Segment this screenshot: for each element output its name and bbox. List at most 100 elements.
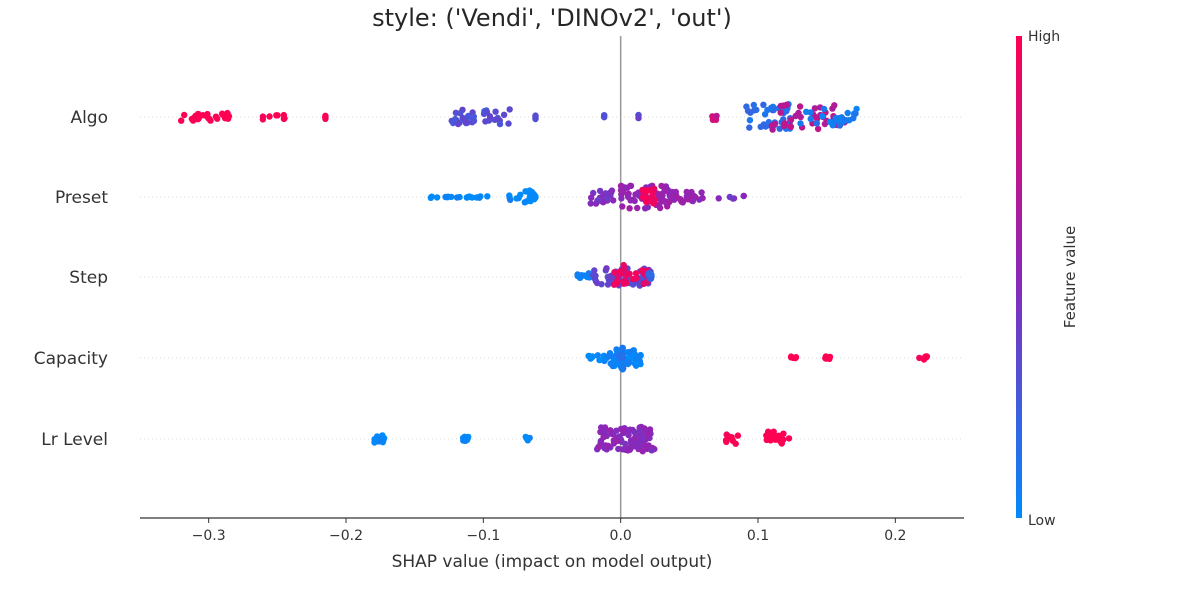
shap-point — [836, 122, 844, 129]
shap-point — [442, 193, 449, 201]
shap-point — [811, 105, 819, 112]
shap-point — [596, 356, 603, 364]
shap-point — [629, 196, 637, 203]
shap-point — [594, 352, 601, 359]
shap-point — [765, 428, 772, 435]
shap-point — [635, 114, 642, 122]
shap-point — [826, 355, 833, 362]
beeswarm-points — [178, 101, 931, 455]
shap-point — [322, 115, 329, 123]
shap-point — [688, 188, 695, 196]
shap-point — [482, 118, 489, 125]
shap-point — [608, 187, 616, 194]
feature-label: Algo — [70, 108, 108, 128]
shap-point — [780, 122, 788, 129]
shap-point — [814, 125, 822, 133]
shap-point — [595, 196, 603, 204]
shap-point — [787, 116, 795, 124]
shap-point — [646, 426, 654, 433]
shap-point — [826, 118, 834, 126]
shap-point — [212, 113, 220, 120]
shap-point — [769, 126, 776, 133]
shap-point — [459, 114, 466, 122]
shap-point — [521, 199, 528, 206]
shap-point — [204, 113, 211, 121]
shap-point — [523, 434, 530, 442]
shap-point — [625, 359, 633, 367]
shap-point — [672, 188, 679, 196]
shap-point — [618, 195, 625, 202]
colorbar-label: Feature value — [1061, 226, 1079, 328]
shap-point — [831, 102, 838, 109]
shap-point — [807, 109, 814, 116]
shap-point — [656, 204, 664, 212]
shap-point — [463, 194, 471, 201]
shap-point — [792, 354, 800, 361]
shap-point — [643, 187, 650, 194]
shap-point — [636, 427, 643, 435]
shap-point — [780, 430, 787, 437]
colorbar — [1016, 36, 1022, 518]
shap-point — [618, 351, 625, 358]
shap-point — [610, 281, 618, 288]
shap-point — [505, 120, 512, 127]
x-tick-label: 0.0 — [610, 528, 632, 544]
shap-point — [588, 194, 595, 201]
shap-point — [532, 112, 539, 119]
shap-point — [448, 193, 455, 201]
shap-point — [631, 442, 638, 449]
shap-point — [484, 193, 491, 200]
shap-point — [604, 442, 612, 449]
shap-point — [468, 194, 476, 201]
shap-point — [619, 188, 627, 195]
shap-point — [639, 432, 647, 439]
shap-point — [746, 117, 754, 124]
shap-point — [619, 446, 627, 453]
shap-point — [596, 187, 604, 195]
shap-point — [626, 426, 634, 433]
shap-point — [819, 113, 826, 120]
x-axis-label: SHAP value (impact on model output) — [392, 552, 713, 572]
shap-point — [726, 193, 733, 201]
shap-point — [832, 115, 839, 122]
shap-point — [658, 182, 665, 190]
shap-point — [610, 437, 617, 444]
shap-point — [644, 204, 651, 211]
shap-point — [615, 445, 622, 453]
shap-point — [632, 362, 640, 369]
shap-point — [587, 200, 594, 207]
shap-point — [273, 112, 280, 119]
shap-point — [620, 427, 627, 435]
shap-point — [433, 194, 441, 201]
shap-point — [462, 119, 470, 126]
shap-point — [821, 120, 829, 128]
shap-point — [627, 182, 635, 190]
feature-labels: Algo Preset Step Capacity Lr Level — [34, 108, 109, 450]
shap-point — [601, 112, 608, 119]
shap-point — [607, 360, 614, 367]
shap-point — [661, 187, 668, 195]
x-tick-label: −0.2 — [329, 528, 363, 544]
shap-point — [698, 189, 705, 196]
shap-point — [813, 120, 821, 127]
x-tick-label: 0.2 — [884, 528, 906, 544]
shap-point — [850, 115, 857, 122]
shap-point — [522, 188, 529, 195]
x-tick-label: 0.1 — [747, 528, 769, 544]
shap-point — [380, 437, 387, 444]
shap-point — [491, 116, 499, 124]
shap-point — [780, 102, 787, 109]
shap-point — [771, 120, 779, 128]
shap-point — [753, 106, 760, 114]
shap-point — [374, 434, 381, 442]
shap-point — [591, 275, 599, 282]
shap-point — [607, 427, 614, 434]
shap-point — [639, 448, 646, 455]
shap-point — [606, 350, 614, 357]
x-tick-label: −0.3 — [192, 528, 226, 544]
shap-point — [671, 196, 678, 203]
shap-point — [641, 425, 648, 432]
shap-point — [921, 354, 928, 361]
shap-point — [760, 101, 767, 109]
